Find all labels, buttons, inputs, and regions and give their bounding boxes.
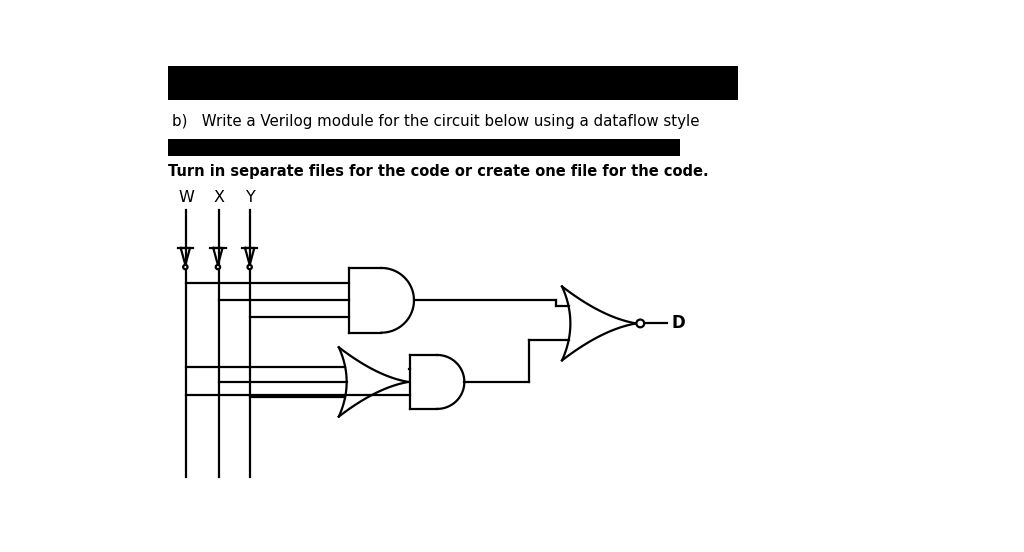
Circle shape [216, 265, 220, 269]
Text: Y: Y [246, 190, 255, 205]
Bar [168, 66, 738, 100]
Text: W: W [178, 190, 195, 205]
Text: b)   Write a Verilog module for the circuit below using a dataflow style: b) Write a Verilog module for the circui… [172, 114, 699, 129]
Circle shape [183, 265, 187, 269]
Text: Turn in separate files for the code or create one file for the code.: Turn in separate files for the code or c… [168, 164, 709, 179]
Circle shape [636, 320, 644, 327]
Text: D: D [672, 315, 685, 332]
Bar [168, 140, 680, 156]
Text: X: X [213, 190, 224, 205]
Circle shape [248, 265, 252, 269]
